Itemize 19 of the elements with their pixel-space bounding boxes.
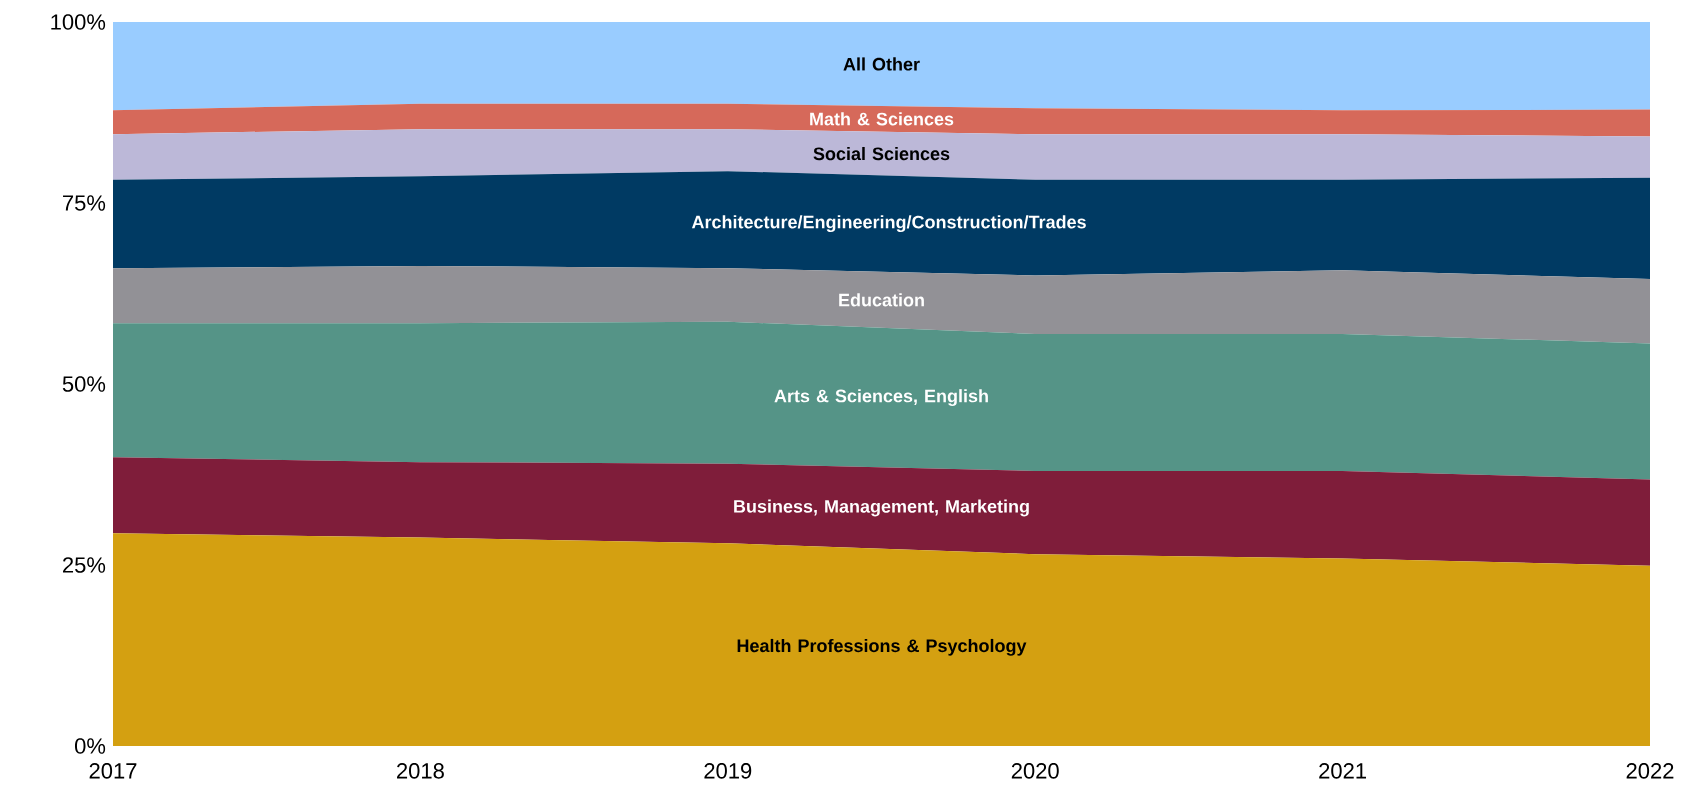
series-label: All Other — [843, 57, 920, 71]
y-tick-label: 75% — [63, 195, 106, 211]
y-tick-label: 25% — [63, 557, 106, 573]
x-tick-label: 2022 — [1626, 763, 1674, 779]
series-label: Architecture/Engineering/Construction/Trades — [691, 215, 1086, 233]
x-tick-label: 2021 — [1319, 763, 1366, 779]
x-tick-label: 2019 — [704, 763, 752, 779]
x-tick-label: 2017 — [89, 763, 137, 779]
y-tick-label: 100% — [51, 14, 106, 30]
series-label: Math & Sciences — [810, 112, 954, 126]
series-label: Health Professions & Psychology — [737, 638, 1027, 656]
series-label: Social Sciences — [813, 146, 950, 161]
x-tick-label: 2018 — [397, 763, 444, 779]
series-label: Education — [839, 293, 924, 307]
series-label: Business, Management, Marketing — [734, 499, 1029, 517]
series-label: Arts & Sciences, English — [774, 389, 988, 407]
y-tick-label: 0% — [74, 738, 106, 754]
x-tick-label: 2020 — [1011, 763, 1059, 779]
y-tick-label: 50% — [62, 376, 106, 392]
